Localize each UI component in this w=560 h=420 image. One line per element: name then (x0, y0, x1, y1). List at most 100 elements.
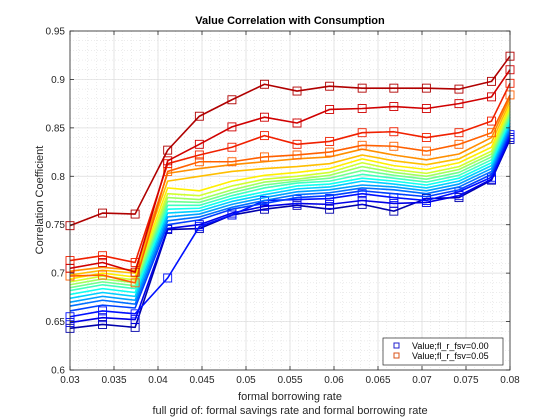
data-point (194, 157, 204, 167)
x-tick-label: 0.07 (412, 375, 432, 386)
x-tick-label: 0.06 (324, 375, 344, 386)
series-line-3 (69, 134, 511, 318)
data-point (389, 127, 399, 137)
data-point (194, 111, 204, 121)
y-tick-label: 0.6 (51, 366, 65, 377)
data-point (130, 278, 140, 288)
data-point (487, 92, 496, 102)
data-point (98, 320, 108, 329)
data-point (260, 112, 269, 122)
data-point (98, 208, 108, 218)
chart-title: Value Correlation with Consumption (195, 15, 385, 27)
data-point (421, 146, 431, 156)
legend-box (382, 337, 504, 366)
data-point (389, 198, 399, 208)
data-point (389, 141, 399, 151)
data-point (325, 204, 335, 214)
series-line-11 (69, 111, 511, 286)
data-point (227, 95, 237, 105)
series-line-12 (69, 108, 511, 283)
data-point (357, 128, 367, 138)
series-line-5 (69, 128, 511, 307)
data-point (389, 83, 399, 93)
series-line-10 (69, 113, 511, 289)
data-point (227, 142, 237, 152)
data-point (194, 139, 204, 149)
x-tick-label: 0.05 (236, 375, 256, 386)
series-line-4 (69, 131, 511, 312)
data-point (227, 157, 237, 167)
series-line-19 (69, 55, 511, 227)
data-point (325, 136, 335, 146)
data-point (260, 79, 269, 89)
x-tick-label: 0.045 (189, 375, 214, 386)
data-point (421, 83, 431, 93)
data-point (163, 273, 173, 283)
data-point (130, 315, 140, 325)
legend: Value;fl_r_fsv=0.00 Value;fl_r_fsv=0.05 (382, 337, 504, 366)
y-tick-label: 0.65 (46, 317, 66, 328)
series-line-16 (69, 94, 511, 284)
y-tick-label: 0.95 (46, 27, 66, 38)
data-point (325, 104, 335, 114)
data-point (357, 83, 367, 93)
data-point (227, 122, 237, 132)
data-point (325, 81, 335, 91)
data-point (130, 258, 140, 267)
data-point (194, 222, 204, 232)
data-point (389, 102, 399, 112)
data-point (260, 131, 269, 141)
data-point (130, 309, 140, 319)
series-line-17 (69, 82, 511, 264)
data-point (292, 150, 302, 160)
data-point (325, 199, 335, 209)
legend-marker-2 (393, 352, 400, 359)
y-axis-label: Correlation Coefficient (34, 146, 46, 255)
data-point (454, 128, 464, 138)
series-line-9 (69, 116, 511, 292)
x-axis-label: formal borrowing rate (238, 391, 342, 403)
series-line-14 (69, 101, 511, 276)
legend-label-2: Value;fl_r_fsv=0.05 (412, 351, 489, 361)
data-point (292, 139, 302, 149)
data-point (421, 104, 431, 113)
x-tick-label: 0.04 (148, 375, 168, 386)
data-point (487, 128, 496, 138)
y-tick-label: 0.9 (51, 75, 65, 86)
x-tick-label: 0.065 (365, 375, 390, 386)
series-line-8 (69, 119, 511, 296)
x-tick-label: 0.03 (60, 375, 80, 386)
data-point (454, 84, 464, 94)
data-point (98, 270, 108, 280)
data-point (357, 140, 367, 150)
y-tick-label: 0.8 (51, 172, 65, 183)
ticks: 0.03 0.035 0.04 0.045 0.05 0.055 0.06 0.065 0.07… (46, 27, 521, 387)
data-point (130, 267, 140, 277)
y-tick-label: 0.7 (51, 269, 65, 280)
data-point (98, 313, 108, 323)
legend-marker-1 (393, 342, 400, 349)
series-layer (65, 51, 515, 333)
data-point (325, 147, 335, 157)
data-point (98, 258, 108, 267)
data-point (260, 152, 269, 162)
data-point (194, 150, 204, 160)
series-line-18 (69, 69, 511, 273)
legend-label-1: Value;fl_r_fsv=0.00 (412, 341, 489, 351)
series-line-7 (69, 122, 511, 300)
data-point (292, 195, 302, 204)
data-point (163, 145, 173, 155)
x-tick-label: 0.055 (277, 375, 302, 386)
y-tick-label: 0.75 (46, 220, 66, 231)
data-point (454, 187, 464, 197)
data-point (421, 133, 431, 142)
x-tick-label: 0.08 (500, 375, 520, 386)
data-point (454, 99, 464, 109)
data-point (98, 251, 108, 261)
data-point (454, 139, 464, 149)
series-line-6 (69, 125, 511, 303)
data-point (98, 306, 108, 316)
y-tick-label: 0.85 (46, 123, 66, 134)
